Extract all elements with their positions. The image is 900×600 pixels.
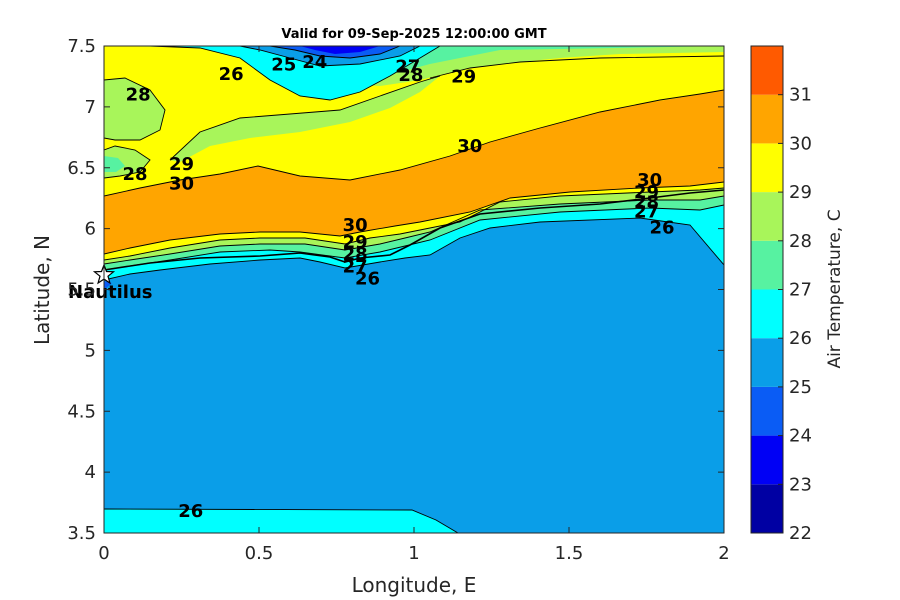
fill-level-29-ne — [170, 56, 724, 176]
colorbar-swatch — [751, 46, 783, 95]
contour-lines — [104, 46, 724, 533]
contour-label: 26 — [649, 217, 674, 238]
x-tick-label: 2 — [718, 543, 729, 564]
y-tick-label: 6.5 — [67, 158, 96, 179]
contour-label: 29 — [343, 232, 368, 253]
colorbar-tick-label: 29 — [789, 182, 812, 203]
contour-label: 30 — [169, 174, 194, 195]
y-axis-label: Latitude, N — [30, 235, 54, 345]
colorbar-tick-label: 30 — [789, 133, 812, 154]
colorbar-swatch — [751, 240, 783, 290]
colorbar-swatch — [751, 94, 783, 144]
colorbar-label: Air Temperature, C — [825, 209, 845, 368]
contour-label: 29 — [169, 154, 194, 175]
y-tick-label: 5.5 — [67, 280, 96, 301]
coastline — [104, 189, 724, 271]
fill-level-30 — [104, 90, 724, 254]
colorbar: 22 23 24 25 26 27 28 29 30 31 — [750, 45, 812, 544]
contour-label: 30 — [343, 215, 368, 236]
fill-level-23-north — [300, 46, 380, 54]
contour-label: 29 — [451, 66, 476, 87]
fill-level-26-south — [104, 509, 458, 533]
contour-label: 26 — [178, 501, 203, 522]
fill-level-28-band — [170, 76, 440, 162]
contour-label: 27 — [395, 57, 420, 78]
y-tick-label: 3.5 — [67, 523, 96, 544]
y-axis-ticks: 3.5 4 4.5 5 5.5 6 6.5 7 7.5 — [67, 36, 724, 544]
y-tick-label: 5 — [85, 340, 96, 361]
colorbar-tick-label: 23 — [789, 474, 812, 495]
y-tick-label: 7.5 — [67, 36, 96, 57]
y-tick-label: 4 — [85, 462, 96, 483]
y-tick-label: 4.5 — [67, 401, 96, 422]
colorbar-swatch — [751, 192, 783, 241]
colorbar-tick-label: 31 — [789, 85, 812, 106]
colorbar-tick-label: 24 — [789, 426, 812, 447]
colorbar-swatch — [751, 338, 783, 387]
colorbar-swatch — [751, 484, 783, 533]
contour-label: 29 — [634, 182, 659, 203]
colorbar-tick-label: 22 — [789, 523, 812, 544]
y-tick-label: 6 — [85, 219, 96, 240]
contour-label: 26 — [219, 64, 244, 85]
station-label: Nautilus — [68, 282, 153, 303]
contour-label: 27 — [343, 256, 368, 277]
x-tick-label: 1.5 — [555, 543, 584, 564]
contour-label: 25 — [271, 54, 296, 75]
x-axis-label: Longitude, E — [352, 573, 477, 597]
contour-label: 28 — [126, 85, 151, 106]
colorbar-swatch — [751, 386, 783, 436]
y-tick-label: 7 — [85, 97, 96, 118]
colorbar-swatch — [751, 435, 783, 485]
contour-label: 28 — [398, 65, 423, 86]
x-tick-label: 0.5 — [245, 543, 274, 564]
colorbar-tick-label: 26 — [789, 328, 812, 349]
contour-label: 28 — [122, 164, 147, 185]
contour-label: 28 — [343, 244, 368, 265]
x-tick-label: 1 — [408, 543, 419, 564]
x-tick-label: 0 — [98, 543, 109, 564]
contour-label: 28 — [634, 192, 659, 213]
contour-label: 30 — [457, 136, 482, 157]
plot-area — [104, 46, 724, 533]
contour-label: 30 — [637, 170, 662, 191]
colorbar-tick-label: 27 — [789, 280, 812, 301]
contour-label: 27 — [634, 202, 659, 223]
fill-level-28-west — [104, 78, 165, 140]
contour-label: 26 — [355, 269, 380, 290]
colorbar-tick-label: 28 — [789, 231, 812, 252]
colorbar-tick-label: 25 — [789, 377, 812, 398]
colorbar-swatch — [751, 289, 783, 339]
contour-label: 24 — [302, 52, 327, 73]
colorbar-swatch — [751, 143, 783, 193]
chart-title: Valid for 09-Sep-2025 12:00:00 GMT — [281, 27, 546, 42]
x-axis-ticks: 0 0.5 1 1.5 2 — [98, 46, 730, 564]
